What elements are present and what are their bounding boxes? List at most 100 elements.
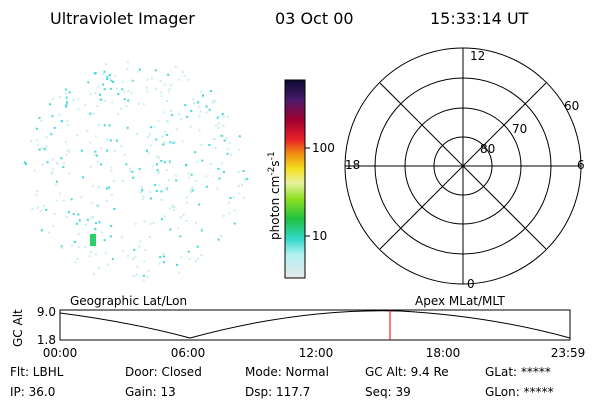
pixel	[77, 257, 80, 260]
pixel	[198, 115, 201, 118]
pixel	[172, 140, 175, 143]
pixel	[104, 99, 107, 102]
pixel	[113, 150, 116, 153]
pixel	[33, 169, 36, 172]
pixel	[104, 63, 107, 66]
polar-grid: 12 18 6 0 60 70 80	[344, 47, 585, 291]
pixel	[68, 150, 71, 153]
pixel	[70, 198, 73, 201]
plot-title: Apex MLat/MLT	[415, 294, 505, 308]
pixel	[111, 258, 114, 261]
pixel	[110, 170, 113, 173]
pixel	[95, 154, 98, 157]
pixel	[129, 167, 132, 170]
pixel	[165, 168, 168, 171]
pixel	[233, 196, 235, 199]
pixel	[121, 179, 124, 182]
pixel	[177, 227, 180, 230]
pixel	[127, 255, 130, 258]
pixel	[91, 185, 94, 187]
pixel	[132, 275, 135, 278]
pixel	[149, 144, 152, 147]
pixel	[205, 105, 208, 108]
pixel	[225, 137, 228, 140]
pixel	[106, 78, 109, 80]
pixel	[55, 161, 58, 164]
status-field: GC Alt: 9.4 Re	[365, 365, 449, 379]
pixel	[126, 126, 129, 129]
pixel	[221, 134, 224, 137]
pixel	[215, 124, 217, 127]
pixel	[191, 189, 194, 192]
pixel	[99, 98, 102, 101]
pixel	[94, 227, 97, 230]
pixel	[166, 120, 169, 123]
pixel	[149, 191, 152, 194]
pixel	[228, 212, 231, 215]
pixel	[146, 90, 149, 93]
pixel	[64, 92, 67, 95]
pixel	[46, 161, 49, 164]
colorbar-tick: 100	[312, 141, 335, 155]
mlat-label: 60	[564, 99, 579, 113]
pixel	[178, 271, 181, 274]
pixel	[90, 251, 93, 253]
pixel	[101, 72, 104, 75]
pixel	[212, 101, 214, 104]
status-field: GLat: *****	[485, 365, 551, 379]
pixel	[77, 245, 80, 248]
pixel	[109, 139, 112, 142]
pixel	[89, 141, 92, 144]
pixel	[220, 235, 222, 238]
pixel	[217, 238, 220, 241]
pixel	[149, 236, 151, 238]
pixel	[77, 213, 80, 216]
pixel	[82, 176, 84, 179]
pixel	[65, 103, 68, 106]
pixel	[127, 99, 130, 102]
pixel	[187, 78, 190, 81]
mlt-label: 18	[345, 158, 360, 172]
pixel	[139, 191, 142, 194]
pixel	[208, 144, 211, 146]
pixel	[130, 80, 133, 83]
pixel	[172, 209, 175, 212]
pixel	[117, 93, 120, 95]
pixel	[77, 232, 80, 235]
pixel	[198, 106, 201, 109]
pixel	[170, 84, 173, 87]
mlt-label: 0	[467, 277, 475, 291]
pixel	[160, 198, 163, 201]
pixel	[136, 132, 138, 135]
pixel	[138, 102, 140, 105]
pixel	[244, 177, 246, 180]
pixel	[43, 147, 46, 150]
pixel	[67, 211, 70, 214]
pixel	[73, 240, 76, 243]
pixel	[244, 179, 247, 182]
pixel	[139, 68, 141, 71]
pixel	[189, 125, 192, 128]
pixel	[105, 200, 108, 202]
pixel	[187, 250, 190, 253]
pixel	[84, 245, 87, 248]
pixel	[37, 143, 40, 146]
pixel	[197, 101, 200, 104]
pixel	[168, 207, 171, 210]
pixel	[166, 189, 169, 191]
pixel	[227, 115, 230, 118]
mlat-label: 80	[480, 142, 495, 156]
pixel	[201, 159, 204, 162]
pixel	[123, 153, 126, 156]
pixel	[134, 222, 137, 225]
pixel	[65, 105, 67, 108]
mlat-label: 70	[512, 122, 527, 136]
pixel	[186, 201, 189, 204]
pixel	[165, 100, 168, 102]
pixel	[187, 176, 190, 179]
pixel	[175, 179, 178, 182]
pixel	[142, 274, 145, 277]
pixel	[106, 138, 109, 141]
pixel	[88, 255, 91, 258]
pixel	[78, 219, 81, 222]
